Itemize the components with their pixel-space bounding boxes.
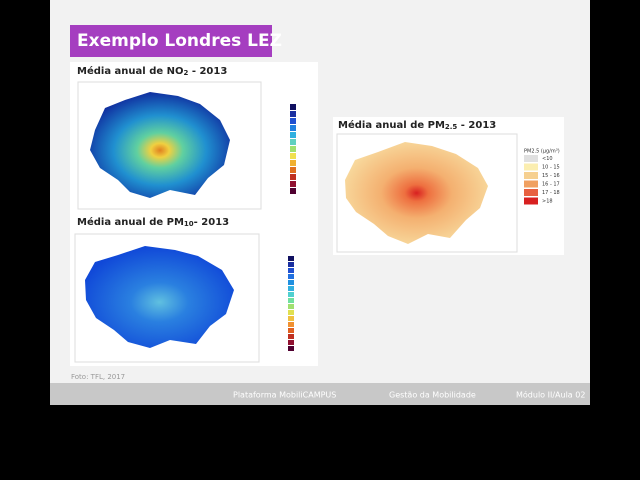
- pm25-map: [345, 142, 488, 244]
- panel-title: Média anual de PM2.5 - 2013: [338, 119, 496, 131]
- legend-label: 17 - 18: [542, 190, 560, 196]
- pm10-map: [85, 246, 234, 348]
- footer-text: Plataforma MobiliCAMPUS: [233, 391, 336, 400]
- pm10-legend: [288, 256, 294, 351]
- footer-bar: [50, 383, 590, 405]
- footer-text: Gestão da Mobilidade: [389, 391, 476, 400]
- legend-title: PM2.5 (µg/m³): [524, 149, 560, 155]
- pm25-legend: <10 10 - 15 15 - 16 16 - 17 17 - 18 >18: [524, 155, 560, 205]
- legend-swatch: [524, 172, 538, 179]
- legend-label: 16 - 17: [542, 182, 560, 188]
- no2-map: [90, 92, 230, 198]
- title-box: [70, 25, 272, 57]
- legend-swatch: [524, 163, 538, 171]
- footer-text: Módulo II/Aula 02: [516, 390, 585, 400]
- legend-swatch: [524, 180, 538, 188]
- legend-swatch: [524, 197, 538, 205]
- legend-label: 15 - 16: [542, 173, 560, 179]
- no2-legend: [290, 104, 296, 194]
- legend-label: <10: [542, 156, 553, 162]
- panel-title: Média anual de NO2 - 2013: [77, 65, 227, 77]
- caption: Foto: TFL, 2017: [71, 373, 125, 381]
- legend-swatch: [524, 189, 538, 196]
- panel-title: Média anual de PM10- 2013: [77, 216, 229, 228]
- slide-title: Exemplo Londres LEZ: [77, 31, 282, 51]
- legend-swatch: [524, 155, 538, 162]
- legend-label: 10 - 15: [542, 165, 560, 171]
- legend-label: >18: [542, 199, 553, 205]
